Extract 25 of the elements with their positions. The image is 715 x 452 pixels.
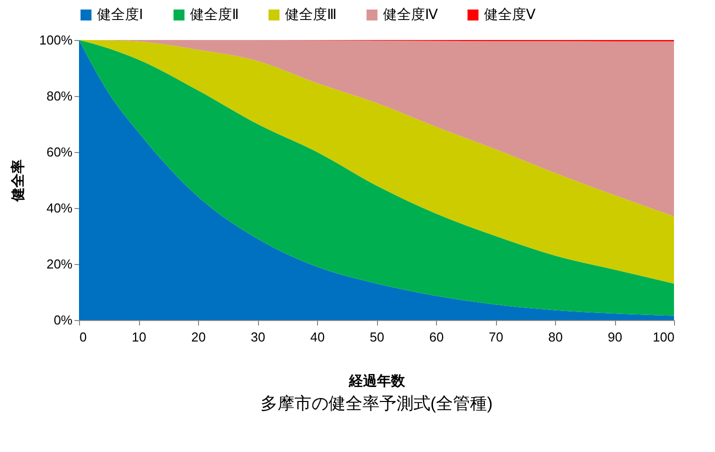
x-tick-label: 70 xyxy=(488,330,504,344)
x-tick-label: 0 xyxy=(80,330,87,344)
x-tick-label: 80 xyxy=(548,330,563,344)
legend-label: 健全度Ⅱ xyxy=(190,6,239,22)
legend-label: 健全度Ⅰ xyxy=(97,6,144,22)
x-tick-label: 90 xyxy=(608,330,622,344)
legend-label: 健全度Ⅲ xyxy=(285,6,337,22)
text: 多摩市の健全率予測式(全管種) xyxy=(260,394,493,413)
y-tick-label: 80% xyxy=(46,88,73,104)
y-tick-label: 100% xyxy=(39,32,73,48)
y-tick-label: 20% xyxy=(46,256,73,272)
x-axis-title: 経過年数 xyxy=(348,372,406,388)
x-tick-label: 10 xyxy=(132,330,146,344)
x-tick-label: 40 xyxy=(310,330,325,344)
x-tick-label: 50 xyxy=(370,330,384,344)
legend-label: 健全度Ⅴ xyxy=(484,6,536,22)
y-tick-label: 0% xyxy=(54,312,73,328)
x-tick-label: 30 xyxy=(250,330,266,344)
x-tick-label: 100 xyxy=(652,330,674,344)
x-tick-label: 20 xyxy=(191,330,206,344)
y-tick-label: 60% xyxy=(46,144,73,160)
legend-label: 健全度Ⅳ xyxy=(383,6,438,22)
y-tick-label: 40% xyxy=(46,200,73,216)
x-tick-label: 60 xyxy=(429,330,444,344)
y-axis-title: 健全率 xyxy=(9,160,26,202)
